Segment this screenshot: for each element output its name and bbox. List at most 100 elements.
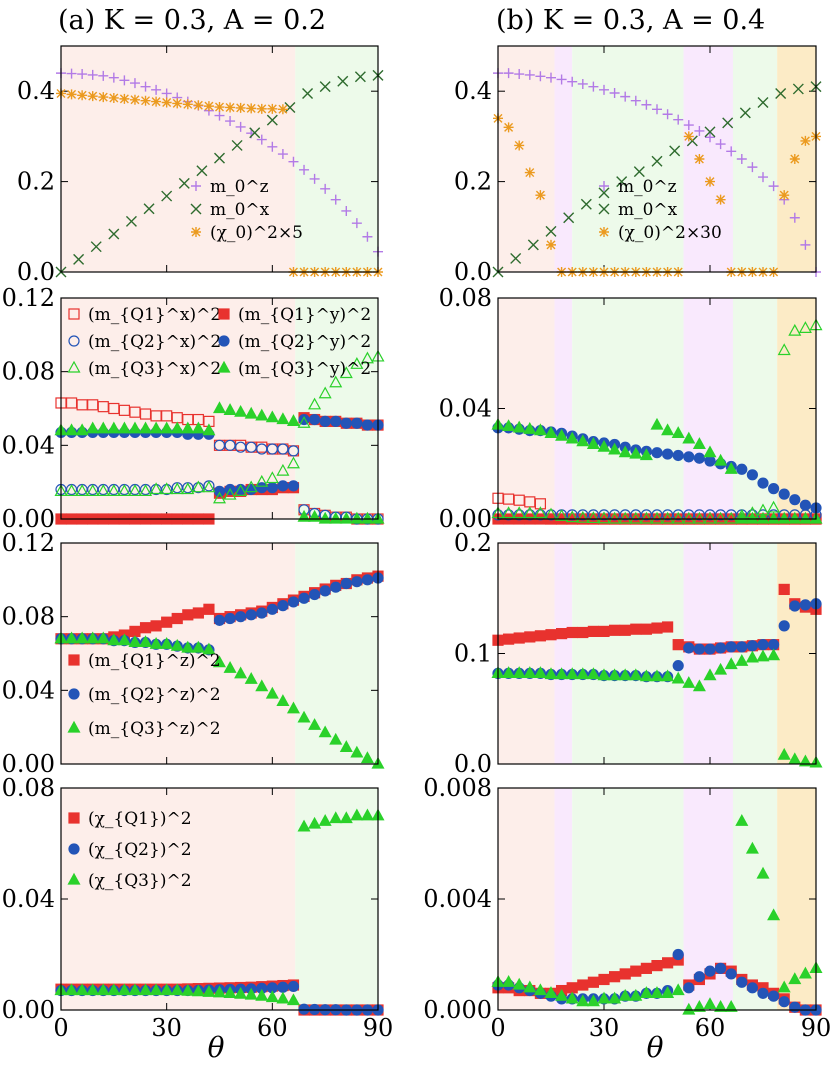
legend-marker-b1-0	[599, 181, 609, 191]
data-point	[170, 421, 184, 434]
data-point	[682, 431, 696, 444]
data-point	[630, 509, 642, 521]
data-point	[758, 172, 768, 183]
data-point	[767, 511, 781, 524]
data-point	[651, 622, 663, 634]
data-point	[171, 612, 183, 625]
data-point	[767, 648, 781, 661]
phase-band-a4-0	[61, 788, 296, 1010]
data-point	[576, 667, 590, 680]
data-point	[276, 991, 290, 1004]
data-point	[90, 241, 102, 253]
legend-label-a2-0: (m_{Q1}^x)^2	[88, 305, 221, 325]
data-point	[299, 164, 310, 175]
data-point	[351, 576, 363, 588]
data-point	[608, 509, 621, 521]
data-point	[117, 421, 131, 434]
data-point	[139, 983, 153, 996]
data-point	[799, 499, 812, 511]
data-point	[745, 511, 759, 524]
legend-marker-a3-1	[68, 688, 80, 700]
phase-band-b2-2	[572, 298, 684, 519]
x-tick-label: 0	[490, 1014, 505, 1042]
data-point	[503, 633, 515, 645]
data-point	[160, 983, 174, 996]
data-point	[650, 417, 664, 430]
data-point	[108, 228, 120, 240]
data-point	[597, 511, 611, 524]
phase-band-b4-1	[554, 788, 573, 1010]
data-point	[256, 134, 267, 145]
data-point	[249, 127, 261, 139]
data-point	[337, 75, 349, 87]
data-point	[139, 484, 153, 496]
data-point	[117, 484, 131, 496]
data-point	[704, 455, 716, 467]
data-point	[266, 482, 278, 494]
data-point	[651, 155, 663, 167]
data-point	[75, 983, 89, 996]
data-point	[77, 69, 88, 80]
data-point	[661, 511, 675, 524]
legend-a2: (m_{Q1}^x)^2 (m_{Q1}^y)^2 (m_{Q2}^x)^2 (m_{…	[67, 305, 371, 379]
data-point	[107, 633, 121, 646]
data-point	[546, 72, 556, 83]
legend-label-a1-0: m_0^z	[210, 177, 269, 197]
data-point	[527, 239, 539, 251]
data-point	[692, 679, 706, 692]
data-point	[265, 990, 279, 1003]
data-point	[599, 84, 609, 95]
phase-band-a3-0	[61, 543, 296, 764]
data-point	[265, 686, 279, 699]
data-point	[798, 321, 812, 333]
data-point	[149, 637, 163, 649]
data-point	[245, 609, 257, 621]
data-point	[309, 588, 321, 601]
data-point	[565, 510, 579, 523]
data-point	[181, 421, 195, 434]
data-point	[777, 747, 791, 760]
data-point	[265, 410, 279, 423]
data-point	[318, 386, 332, 399]
data-point	[308, 397, 322, 410]
data-point	[798, 511, 812, 524]
data-point	[651, 959, 663, 972]
data-point	[65, 631, 79, 644]
data-point	[715, 139, 726, 150]
data-point	[139, 622, 152, 634]
data-point	[256, 607, 268, 619]
data-point	[544, 426, 558, 438]
data-point	[318, 511, 332, 524]
data-point	[256, 482, 268, 494]
plot-frame-a4	[60, 787, 379, 1011]
data-point	[724, 999, 738, 1012]
data-point	[330, 415, 342, 427]
data-point	[318, 814, 332, 826]
data-point	[566, 626, 578, 639]
legend-label-a3-1: (m_{Q2}^z)^2	[88, 685, 221, 705]
data-point	[510, 252, 522, 264]
data-point	[203, 101, 214, 112]
data-point	[340, 417, 352, 429]
data-point	[673, 114, 684, 125]
data-point	[555, 667, 569, 680]
data-point	[502, 975, 516, 987]
y-tick-label: 0.0	[454, 258, 492, 286]
data-point	[682, 1002, 696, 1015]
data-point	[534, 630, 547, 642]
data-point	[181, 640, 195, 653]
data-point	[798, 966, 812, 979]
data-point	[545, 225, 557, 237]
legend-label-a4-0: (χ_{Q1})^2	[88, 809, 192, 829]
data-point	[119, 75, 130, 86]
data-point	[318, 725, 332, 738]
data-point	[286, 456, 300, 469]
data-point	[287, 980, 300, 993]
data-point	[576, 510, 590, 523]
data-point	[714, 999, 728, 1012]
data-point	[150, 620, 162, 632]
data-point	[288, 156, 299, 167]
legend-label-b1-1: m_0^x	[618, 200, 678, 220]
data-point	[161, 190, 173, 202]
